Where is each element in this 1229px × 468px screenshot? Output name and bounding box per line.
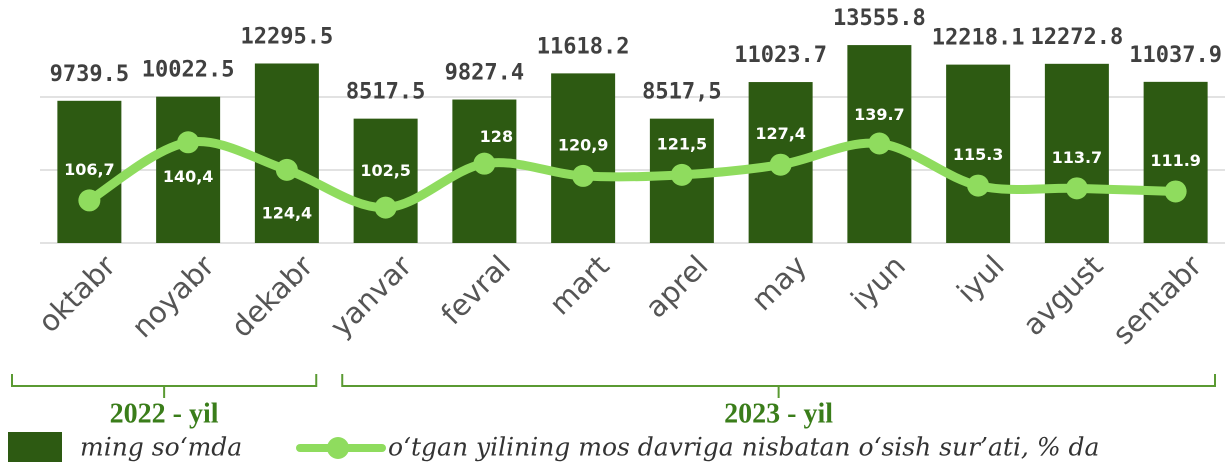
x-tick-label: fevral: [434, 249, 517, 332]
bar: [254, 63, 319, 243]
line-value-label: 102,5: [360, 161, 411, 180]
bar: [1143, 81, 1208, 244]
x-tick-label: dekabr: [224, 249, 319, 344]
x-tick-label: iyul: [950, 249, 1011, 310]
line-point: [769, 153, 792, 176]
bar: [57, 100, 122, 243]
line-point: [1164, 180, 1187, 203]
line-value-label: 113.7: [1052, 148, 1103, 167]
group-label: 2022 - yil: [110, 398, 219, 429]
line-point: [78, 189, 101, 212]
bar: [551, 73, 616, 243]
line-point: [374, 196, 397, 219]
x-tick-label: mart: [543, 249, 616, 322]
bar-value-label: 10022.5: [142, 58, 235, 83]
line-point: [473, 152, 496, 175]
line-point: [670, 163, 693, 186]
bar-value-label: 11037.9: [1129, 43, 1222, 68]
bar-value-label: 11618.2: [537, 34, 630, 59]
line-value-label: 111.9: [1150, 151, 1201, 170]
line-value-label: 121,5: [657, 134, 708, 153]
line-value-label: 106,7: [64, 160, 115, 179]
line-value-label: 139.7: [854, 105, 905, 124]
line-value-label: 140,4: [163, 167, 214, 186]
bar-value-label: 8517.5: [346, 80, 425, 105]
legend-swatch: [8, 432, 62, 462]
group-brace: [11, 374, 318, 398]
x-tick-label: avgust: [1016, 249, 1109, 342]
bar-value-label: 9739.5: [50, 62, 129, 87]
line-value-label: 128: [480, 127, 513, 146]
group-brace: [341, 374, 1216, 398]
x-tick-label: sentabr: [1106, 249, 1208, 351]
line-value-label: 115.3: [953, 145, 1004, 164]
legend-label: o‘tgan yilining mos davriga nisbatan o‘s…: [388, 433, 1099, 462]
bar-value-label: 9827.4: [445, 61, 524, 86]
bar-value-label: 12218.1: [932, 26, 1025, 51]
bar: [946, 64, 1011, 243]
bar-value-label: 12272.8: [1031, 25, 1124, 50]
bar: [353, 118, 418, 243]
bar-value-label: 13555.8: [833, 6, 926, 31]
line-point: [1065, 177, 1088, 200]
group-label: 2023 - yil: [724, 398, 833, 429]
bar-value-label: 8517,5: [642, 80, 721, 105]
x-tick-label: oktabr: [31, 249, 122, 340]
line-value-label: 127,4: [755, 124, 806, 143]
line-point: [868, 132, 891, 155]
x-tick-label: iyun: [844, 249, 912, 317]
legend-label: ming so‘mda: [80, 433, 242, 462]
line: [84, 137, 1181, 213]
x-tick-label: aprel: [639, 249, 715, 325]
bar: [156, 96, 221, 243]
line-point: [572, 164, 595, 187]
bar: [1044, 63, 1109, 243]
x-tick-label: may: [745, 249, 814, 318]
line-point: [967, 174, 990, 197]
line-point: [275, 158, 298, 181]
line-point: [177, 131, 200, 154]
x-tick-label: noyabr: [125, 249, 221, 345]
line-value-label: 124,4: [262, 203, 313, 222]
x-tick-label: yanvar: [323, 249, 418, 344]
bar-value-label: 11023.7: [734, 43, 827, 68]
line-value-label: 120,9: [558, 135, 609, 154]
legend-swatch: [327, 437, 349, 459]
bar-value-label: 12295.5: [241, 24, 334, 49]
